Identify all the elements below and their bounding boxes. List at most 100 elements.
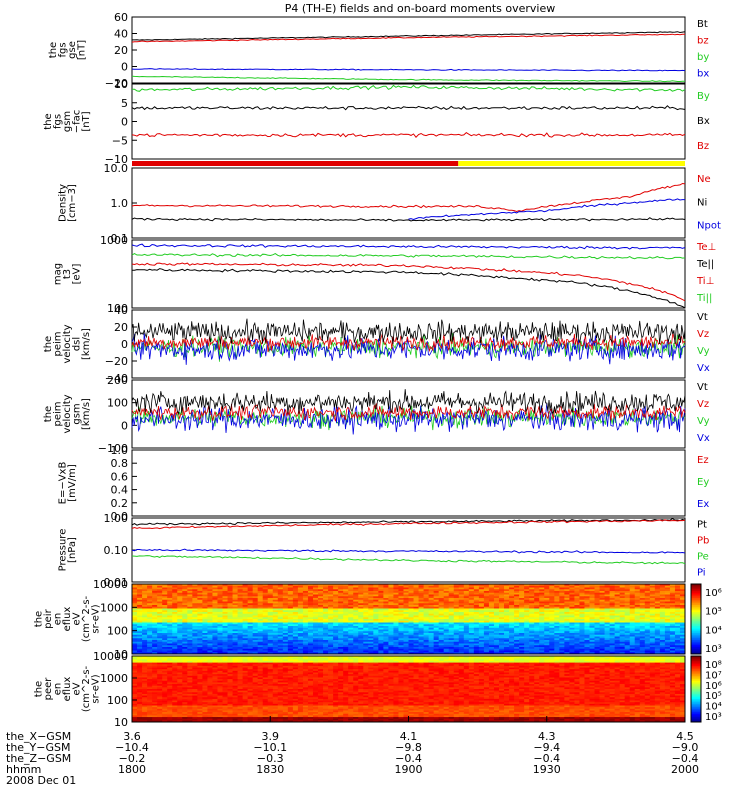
hhmm-0: 1800 [118,763,146,776]
peim_vel_dsl-legend-3: Vx [697,363,710,374]
pressure-series-Pt [132,519,685,526]
density-series-Ne [132,184,685,212]
peim_vel_gsm-legend-2: Vy [697,416,710,427]
mode_bar-segment-1 [458,161,685,166]
peer_spec-colorbar-tick-4: 10⁴ [705,702,722,713]
peim_vel_dsl-legend-2: Vy [697,346,710,357]
peir_spec-ytick-label-1: 1000 [100,601,128,614]
density-ytick-label-0: 10.0 [104,162,129,175]
pressure-ytick-label-1: 0.10 [104,544,129,557]
efield-ytick-label-0: 1.0 [111,444,129,457]
efield-ylabel-1: [mV/m] [67,464,78,502]
efield-ytick-label-4: 0.2 [111,497,129,510]
pressure-legend-2: Pe [697,552,709,563]
mode_bar-segment-0 [132,161,458,166]
fgs_gse-ytick-label-3: 0 [121,61,128,74]
fgs_gsm_fac-ytick-label-1: 5 [121,97,128,110]
temp-legend-1: Te|| [696,259,714,270]
figure-title: P4 (TH-E) fields and on-board moments ov… [285,2,556,15]
fgs_gsm_fac-ylabel-4: [nT] [81,111,92,131]
peim_vel_gsm-ytick-label-2: 0 [121,419,128,432]
fgs_gse-series-bx [132,76,685,81]
temp-ylabel-2: [eV] [72,264,83,285]
density-series-Ni [132,218,685,221]
density-ytick-label-1: 1.0 [111,197,129,210]
temp-legend-0: Te⊥ [696,242,716,253]
temp-legend-3: Ti|| [696,293,712,304]
peir_spec-colorbar-tick-2: 10⁴ [705,625,722,636]
fgs_gse-legend-2: by [697,52,709,63]
pressure-series-Pe [132,556,685,564]
fgs_gsm_fac-series-Bx [132,106,685,110]
efield-legend-0: Ez [697,455,709,466]
fgs_gsm_fac-ytick-label-3: −5 [112,134,128,147]
peim_vel_gsm-legend-1: Vz [697,399,709,410]
fgs_gsm_fac-frame [132,84,685,159]
peer_spec-ylabel-6: sr-eV) [91,674,102,703]
peer_spec-ytick-label-1: 1000 [100,672,128,685]
fgs_gsm_fac-legend-1: Bx [697,116,710,127]
fgs_gse-legend-0: Bt [697,19,708,30]
density-legend-1: Ni [697,197,707,208]
peim_vel_gsm-ytick-label-0: 200 [107,374,128,387]
fgs_gsm_fac-ytick-label-2: 0 [121,116,128,129]
fgs_gse-ylabel-3: [nT] [76,40,87,60]
peer_spec-colorbar-tick-3: 10⁵ [705,691,722,702]
efield-ytick-label-2: 0.6 [111,470,129,483]
temp-legend-2: Ti⊥ [696,276,714,287]
peim_vel_gsm-legend-3: Vx [697,433,710,444]
peim_vel_gsm-legend-0: Vt [697,382,708,393]
pressure-ytick-label-0: 1.00 [104,512,129,525]
fgs_gse-ytick-label-0: 60 [114,11,128,24]
pressure-legend-1: Pb [697,536,709,547]
fgs_gse-frame [132,17,685,83]
density-frame [132,168,685,238]
pressure-legend-0: Pt [697,520,707,531]
hhmm-3: 1930 [533,763,561,776]
density-ylabel-1: [cm−3] [67,184,78,222]
peim_vel_dsl-legend-0: Vt [697,312,708,323]
hhmm-2: 1900 [395,763,423,776]
efield-ytick-label-3: 0.4 [111,484,129,497]
efield-frame [132,450,685,516]
efield-ytick-label-1: 0.8 [111,457,129,470]
fgs_gse-series-by [132,69,685,71]
temp-ytick-label-0: 1000 [100,234,128,247]
peir_spec-colorbar-tick-0: 10⁶ [705,588,722,599]
peir_spec-ytick-label-2: 100 [107,625,128,638]
hhmm-4: 2000 [671,763,699,776]
peer_spec-ytick-label-2: 100 [107,694,128,707]
temp-series-Te|| [132,244,685,249]
temp-series-Te⊥ [132,263,685,301]
peim_vel_dsl-ytick-label-0: 40 [114,304,128,317]
fgs_gsm_fac-ytick-label-0: 10 [114,78,128,91]
peim_vel_dsl-ylabel-4: [km/s] [81,328,92,360]
peim_vel_gsm-ylabel-4: [km/s] [81,398,92,430]
pressure-series-Pb [132,520,685,529]
axis-row-label-4: 2008 Dec 01 [6,774,76,787]
fgs_gsm_fac-series-By [132,85,685,91]
pressure-series-Pi [132,549,685,553]
density-legend-2: Npot [697,221,721,232]
efield-legend-2: Ex [697,499,709,510]
efield-legend-1: Ey [697,477,709,488]
peer_spec-colorbar-tick-1: 10⁷ [705,670,722,681]
fgs_gsm_fac-legend-0: By [697,91,710,102]
peim_vel_dsl-ytick-label-2: 0 [121,338,128,351]
temp-series-Ti⊥ [132,269,685,308]
fgs_gsm_fac-series-Bz [132,133,685,138]
peer_spec-colorbar-tick-0: 10⁸ [705,660,722,671]
peer_spec-colorbar-tick-5: 10³ [705,712,722,723]
temp-frame [132,240,685,308]
fgs_gse-legend-3: bx [697,68,709,79]
pressure-ylabel-1: [nPa] [67,537,78,563]
peer_spec-ytick-label-0: 10000 [93,650,128,663]
peim_vel_gsm-ytick-label-1: 100 [107,397,128,410]
fgs_gsm_fac-legend-2: Bz [697,141,709,152]
fgs_gse-legend-1: bz [697,35,709,46]
fgs_gse-ytick-label-2: 20 [114,44,128,57]
peir_spec-ylabel-6: sr-eV) [91,604,102,633]
peim_vel_dsl-ytick-label-1: 20 [114,321,128,334]
